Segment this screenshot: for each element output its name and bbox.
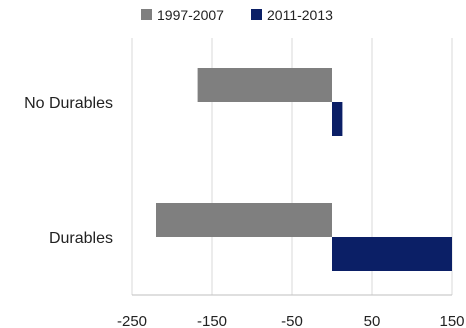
- category-label-0: No Durables: [24, 95, 113, 112]
- legend-swatch-1997-2007: [141, 9, 152, 20]
- axes: No Durables Durables -250 -150 -50 50 150: [24, 95, 464, 328]
- x-tick-label-1: -150: [197, 313, 227, 328]
- legend-label-2011-2013: 2011-2013: [267, 7, 333, 23]
- x-tick-label-2: -50: [281, 313, 303, 328]
- bar-no-durables-1997-2007[interactable]: [197, 68, 332, 102]
- x-tick-label-0: -250: [117, 313, 147, 328]
- legend-swatch-2011-2013: [251, 9, 262, 20]
- bar-durables-1997-2007[interactable]: [156, 203, 332, 237]
- bar-durables-2011-2013[interactable]: [332, 237, 452, 271]
- legend-label-1997-2007: 1997-2007: [157, 7, 224, 23]
- legend[interactable]: 1997-2007 2011-2013: [141, 7, 333, 23]
- x-tick-label-3: 50: [364, 313, 381, 328]
- bars: [156, 68, 452, 271]
- bar-no-durables-2011-2013[interactable]: [332, 102, 343, 136]
- category-label-1: Durables: [49, 230, 113, 247]
- x-tick-label-4: 150: [439, 313, 464, 328]
